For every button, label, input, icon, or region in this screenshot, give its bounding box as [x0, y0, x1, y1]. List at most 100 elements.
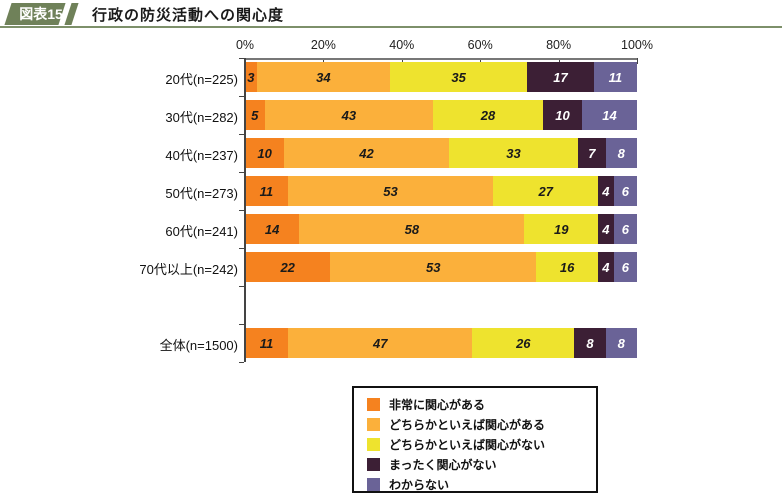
legend-label: どちらかといえば関心がある: [389, 418, 546, 432]
y-axis-tick: [239, 362, 244, 363]
bar-value-label: 5: [251, 107, 259, 123]
category-label: 40代(n=237): [165, 148, 238, 163]
y-axis-line: [244, 58, 246, 362]
y-axis-tick: [239, 58, 244, 59]
x-axis-tick: [558, 58, 560, 64]
bar-value-label: 11: [608, 69, 623, 85]
figure-tag-label: 図表15: [19, 6, 63, 22]
bar-segment: 53: [330, 252, 537, 282]
bar-segment: 28: [433, 100, 543, 130]
bar-segment: 58: [299, 214, 525, 244]
x-axis-line: [245, 58, 637, 60]
y-axis-tick: [239, 96, 244, 97]
category-label: 60代(n=241): [165, 224, 238, 239]
bar-segment: 19: [524, 214, 599, 244]
x-axis-tick: [323, 58, 325, 64]
category-label: 20代(n=225): [165, 72, 238, 87]
bar-value-label: 8: [617, 335, 625, 351]
bar-segment: 33: [448, 138, 579, 168]
legend-swatch: [367, 458, 380, 471]
bar-segment: 27: [493, 176, 599, 206]
bar-segment: 14: [245, 214, 300, 244]
legend: 非常に関心があるどちらかといえば関心がある どちらかといえば関心がない まったく関心…: [352, 386, 598, 493]
legend-label: わからない: [389, 478, 450, 492]
bar-value-label: 14: [264, 221, 280, 237]
legend-item: わからない: [367, 475, 596, 494]
bar-value-label: 17: [553, 69, 568, 85]
bar-segment: 4: [598, 214, 614, 244]
bar-segment: 8: [605, 138, 637, 168]
bar-value-label: 3: [247, 69, 255, 85]
bar-value-label: 27: [538, 183, 553, 199]
legend-item: どちらかといえば関心がない: [367, 435, 596, 454]
bar-value-label: 8: [617, 145, 625, 161]
y-axis-tick: [239, 286, 244, 287]
bar-segment: 11: [245, 176, 288, 206]
bar-segment: 11: [593, 62, 637, 92]
bar-segment: 35: [390, 62, 528, 92]
bar-segment: 6: [613, 252, 637, 282]
bar-value-label: 22: [280, 259, 295, 275]
bar-value-label: 11: [259, 183, 274, 199]
bar-value-label: 33: [506, 145, 521, 161]
bar-value-label: 6: [621, 221, 629, 237]
y-axis-tick: [239, 324, 244, 325]
x-axis-tick: [637, 58, 638, 64]
legend-item: どちらかといえば関心がある: [367, 415, 596, 434]
bar-segment: 22: [245, 252, 331, 282]
bar-segment: 53: [287, 176, 494, 206]
bar-value-label: 10: [555, 107, 570, 123]
bar-value-label: 53: [383, 183, 398, 199]
bar-value-label: 11: [259, 335, 274, 351]
bar-value-label: 8: [586, 335, 594, 351]
bar-segment: 6: [613, 176, 637, 206]
y-axis-tick: [239, 248, 244, 249]
bar-segment: 14: [582, 100, 637, 130]
bar-segment: 3: [245, 62, 257, 92]
x-axis-tick-label: 40%: [389, 38, 415, 52]
y-axis-tick: [239, 210, 244, 211]
bar-value-label: 35: [451, 69, 466, 85]
x-axis-tick-label: 20%: [310, 38, 336, 52]
bar-segment: 26: [472, 328, 575, 358]
bar-segment: 4: [598, 176, 614, 206]
bar-value-label: 4: [602, 183, 610, 199]
bar-segment: 42: [284, 138, 449, 168]
bar-value-label: 58: [404, 221, 420, 237]
legend-label: まったく関心がない: [389, 458, 497, 472]
bar-value-label: 7: [588, 145, 596, 161]
bar-value-label: 4: [602, 221, 610, 237]
bar-value-label: 34: [316, 69, 331, 85]
bar-row: 14 58 19 4 6: [245, 214, 637, 244]
x-axis-tick: [480, 58, 482, 64]
bar-value-label: 42: [359, 145, 374, 161]
x-axis-tick-label: 80%: [546, 38, 572, 52]
bar-value-label: 47: [372, 335, 388, 351]
legend-swatch: [367, 438, 380, 451]
bar-segment: 10: [245, 138, 285, 168]
bar-value-label: 6: [621, 183, 629, 199]
category-label: 50代(n=273): [165, 186, 238, 201]
category-label: 70代以上(n=242): [139, 262, 238, 277]
legend-swatch: [367, 418, 380, 431]
x-axis-tick: [401, 58, 403, 64]
bar-row: 5 43 28 10 14: [245, 100, 637, 130]
bar-segment: 7: [578, 138, 606, 168]
bar-segment: 10: [542, 100, 583, 130]
bar-segment: 5: [245, 100, 265, 130]
legend-label: どちらかといえば関心がない: [389, 438, 546, 452]
bar-row: 11 53 27 4 6: [245, 176, 637, 206]
bar-row: 11 47 26 8 8: [245, 328, 637, 358]
bar-segment: 16: [536, 252, 599, 282]
header-divider: [0, 26, 782, 28]
bar-segment: 8: [605, 328, 637, 358]
bar-row: 22 53 16 4 6: [245, 252, 637, 282]
x-axis-tick-label: 60%: [467, 38, 493, 52]
bar-segment: 11: [245, 328, 289, 358]
legend-label: 非常に関心がある: [389, 398, 486, 412]
legend-swatch: [367, 398, 380, 411]
legend-item: 非常に関心がある: [367, 395, 596, 414]
legend-item: まったく関心がない: [367, 455, 596, 474]
category-label: 全体(n=1500): [159, 338, 238, 353]
x-axis-tick-label: 100%: [621, 38, 653, 52]
